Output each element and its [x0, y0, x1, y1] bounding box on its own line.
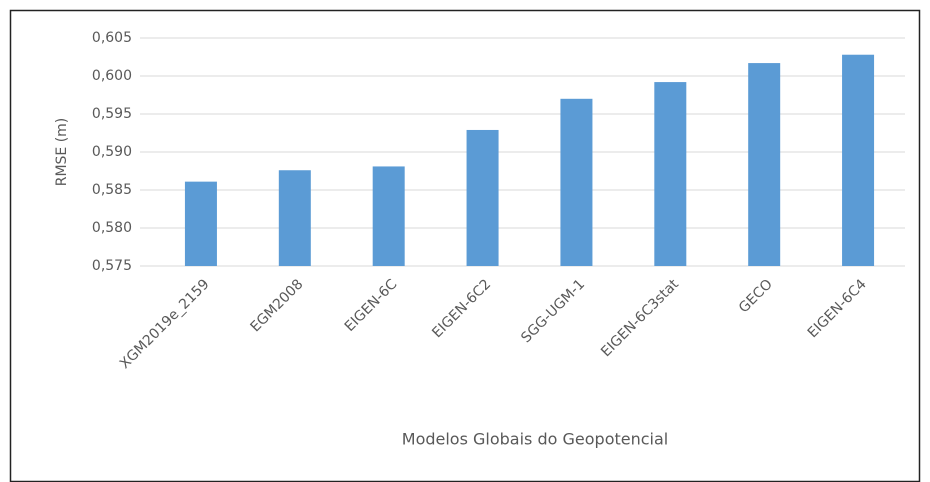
- y-tick-label: 0,595: [92, 106, 132, 122]
- y-tick-label: 0,585: [92, 182, 132, 198]
- y-axis-title: RMSE (m): [54, 118, 70, 187]
- bar: [184, 181, 217, 266]
- y-tick-label: 0,600: [92, 68, 132, 84]
- x-axis-title: Modelos Globais do Geopotencial: [402, 430, 668, 449]
- y-tick-label: 0,605: [92, 30, 132, 46]
- frame: [9, 9, 921, 482]
- y-tick-label: 0,590: [92, 144, 132, 160]
- bar: [372, 166, 405, 266]
- bar: [560, 98, 593, 266]
- bar: [466, 129, 499, 266]
- bar: [278, 170, 311, 266]
- bar: [654, 82, 687, 266]
- y-tick-label: 0,580: [92, 220, 132, 236]
- bar: [842, 54, 875, 266]
- bar: [748, 63, 781, 266]
- y-tick-label: 0,575: [92, 258, 132, 274]
